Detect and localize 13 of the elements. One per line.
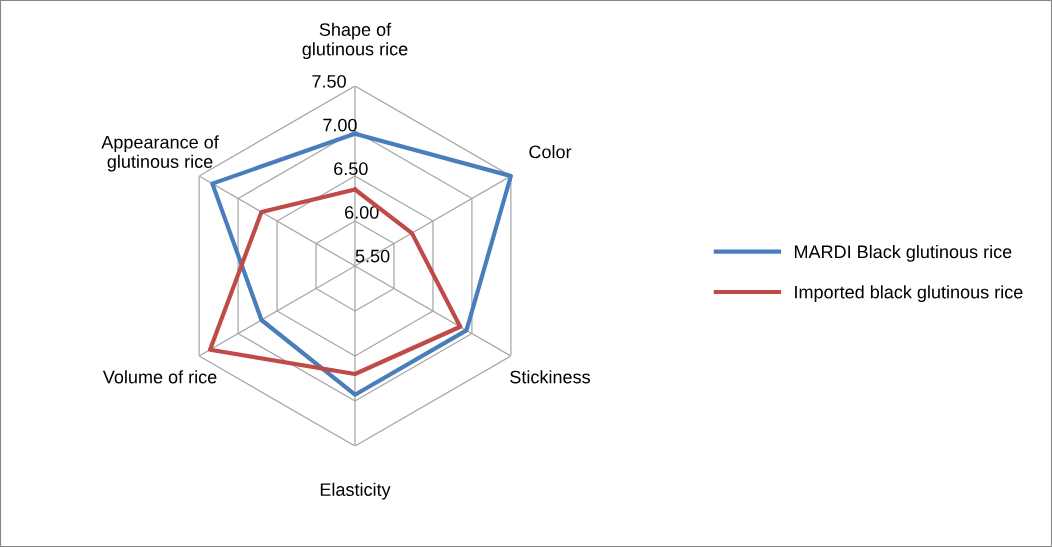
- y-tick-label: 7.00: [323, 118, 357, 132]
- spoke-label: Shape of glutinous rice: [302, 22, 408, 59]
- spoke-label: Volume of rice: [102, 370, 217, 384]
- spoke-label: Appearance of glutinous rice: [101, 135, 219, 172]
- y-tick-label: 5.50: [355, 249, 390, 263]
- legend-label: MARDI Black glutinous rice: [794, 244, 1012, 262]
- y-tick-label: 6.50: [334, 162, 368, 176]
- spoke-label: Color: [529, 145, 572, 159]
- spoke-label: Stickiness: [510, 370, 590, 384]
- spoke-label: Elasticity: [320, 482, 391, 500]
- y-tick-label: 6.00: [345, 205, 379, 219]
- y-tick-label: 7.50: [312, 74, 346, 88]
- legend-label: Imported black glutinous rice: [795, 285, 1023, 303]
